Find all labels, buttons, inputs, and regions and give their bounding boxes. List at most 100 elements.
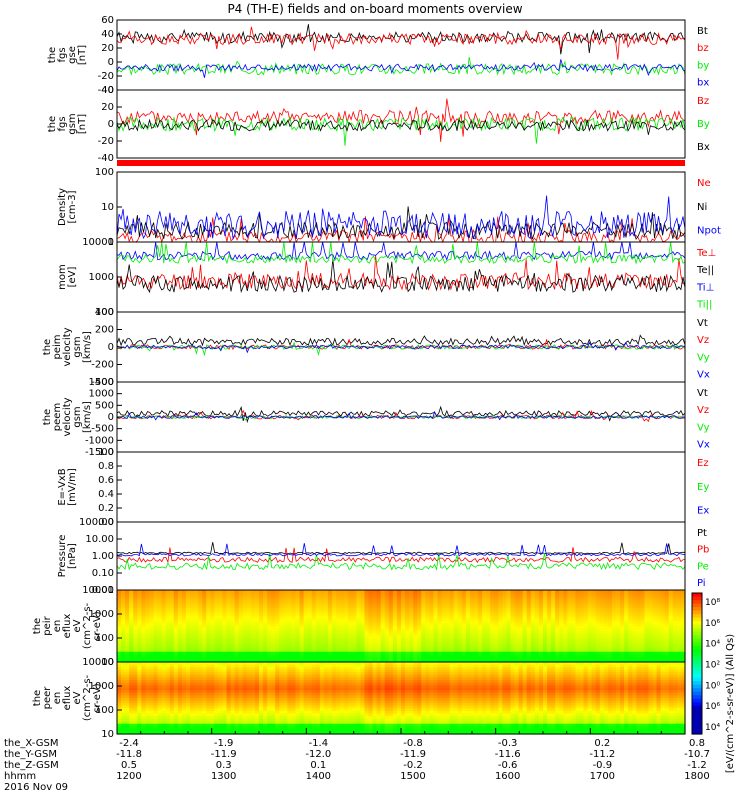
spectrogram-cell	[222, 723, 228, 727]
spectrogram-cell	[506, 600, 512, 604]
spectrogram-cell	[417, 590, 422, 594]
spectrogram-cell	[510, 638, 516, 643]
spectrogram-cell	[563, 592, 568, 596]
spectrogram-cell	[676, 649, 682, 653]
spectrogram-cell	[137, 713, 142, 717]
spectrogram-cell	[307, 610, 313, 614]
spectrogram-cell	[169, 623, 175, 627]
spectrogram-cell	[242, 674, 248, 679]
spectrogram-cell	[575, 623, 581, 627]
spectrogram-cell	[364, 597, 370, 601]
spectrogram-cell	[291, 631, 297, 635]
spectrogram-cell	[206, 700, 211, 704]
spectrogram-cell	[283, 590, 288, 594]
series-line-bx	[116, 59, 686, 78]
spectrogram-cell	[498, 618, 504, 622]
spectrogram-cell	[457, 608, 463, 612]
spectrogram-cell	[141, 592, 146, 596]
spectrogram-cell	[344, 628, 349, 632]
spectrogram-cell	[587, 600, 593, 604]
spectrogram-cell	[551, 597, 556, 601]
spectrogram-cell	[234, 687, 240, 691]
spectrogram-cell	[194, 723, 199, 727]
spectrogram-cell	[190, 620, 195, 625]
spectrogram-cell	[437, 646, 443, 650]
spectrogram-cell	[149, 608, 155, 612]
legend-Vt: Vt	[697, 318, 708, 329]
spectrogram-cell	[538, 605, 544, 609]
spectrogram-cell	[344, 623, 349, 627]
spectrogram-cell	[413, 656, 418, 661]
spectrogram-cell	[185, 677, 191, 681]
y-axis-label: gsm	[67, 113, 78, 134]
spectrogram-cell	[538, 631, 544, 635]
spectrogram-cell	[380, 633, 386, 637]
spectrogram-cell	[449, 626, 455, 630]
spectrogram-cell	[461, 590, 467, 594]
spectrogram-cell	[238, 605, 244, 609]
spectrogram-cell	[413, 641, 418, 645]
spectrogram-cell	[417, 620, 422, 625]
spectrogram-cell	[315, 646, 321, 650]
spectrogram-cell	[230, 685, 236, 689]
spectrogram-cell	[218, 680, 224, 684]
spectrogram-cell	[409, 620, 414, 625]
spectrogram-cell	[267, 610, 272, 614]
spectrogram-cell	[441, 633, 447, 637]
spectrogram-cell	[364, 610, 370, 614]
spectrogram-cell	[242, 615, 248, 619]
spectrogram-cell	[129, 651, 134, 655]
spectrogram-cell	[303, 654, 309, 658]
spectrogram-cell	[202, 677, 207, 681]
spectrogram-cell	[441, 636, 447, 640]
spectrogram-cell	[141, 638, 146, 643]
spectrogram-cell	[181, 608, 187, 612]
spectrogram-cell	[165, 628, 171, 632]
spectrogram-cell	[295, 590, 301, 594]
y-tick-label: -20	[98, 71, 114, 82]
spectrogram-cell	[214, 677, 220, 681]
spectrogram-cell	[648, 592, 654, 596]
spectrogram-cell	[181, 664, 187, 668]
spectrogram-cell	[502, 646, 508, 650]
spectrogram-cell	[380, 620, 386, 625]
spectrogram-cell	[498, 633, 504, 637]
spectrogram-cell	[230, 718, 236, 722]
spectrogram-cell	[161, 674, 167, 679]
spectrogram-cell	[461, 651, 467, 655]
spectrogram-cell	[494, 615, 499, 619]
spectrogram-cell	[238, 716, 244, 720]
spectrogram-cell	[429, 618, 435, 622]
spectrogram-cell	[226, 731, 232, 735]
spectrogram-cell	[263, 656, 268, 661]
spectrogram-cell	[129, 664, 134, 668]
legend-Te⊥: Te⊥	[696, 248, 716, 259]
spectrogram-cell	[482, 605, 487, 609]
spectrogram-cell	[405, 641, 410, 645]
spectrogram-cell	[551, 638, 556, 643]
spectrogram-cell	[153, 716, 159, 720]
spectrogram-cell	[327, 608, 333, 612]
spectrogram-cell	[238, 723, 244, 727]
spectrogram-cell	[323, 654, 329, 658]
spectrogram-cell	[210, 731, 215, 735]
spectrogram-cell	[668, 600, 674, 604]
spectrogram-cell	[173, 695, 179, 699]
spectrogram-cell	[543, 654, 548, 658]
spectrogram-cell	[259, 605, 264, 609]
spectrogram-cell	[526, 592, 532, 596]
spectrogram-cell	[181, 726, 187, 730]
spectrogram-cell	[555, 646, 560, 650]
spectrogram-cell	[396, 636, 402, 640]
spectrogram-cell	[498, 644, 504, 648]
spectrogram-cell	[567, 597, 572, 601]
spectrogram-cell	[121, 597, 126, 601]
spectrogram-cell	[469, 618, 475, 622]
spectrogram-cell	[457, 615, 463, 619]
spectrogram-cell	[149, 662, 155, 666]
spectrogram-cell	[624, 608, 629, 612]
spectrogram-cell	[680, 623, 686, 627]
spectrogram-cell	[230, 674, 236, 679]
spectrogram-cell	[153, 728, 159, 733]
spectrogram-cell	[185, 716, 191, 720]
